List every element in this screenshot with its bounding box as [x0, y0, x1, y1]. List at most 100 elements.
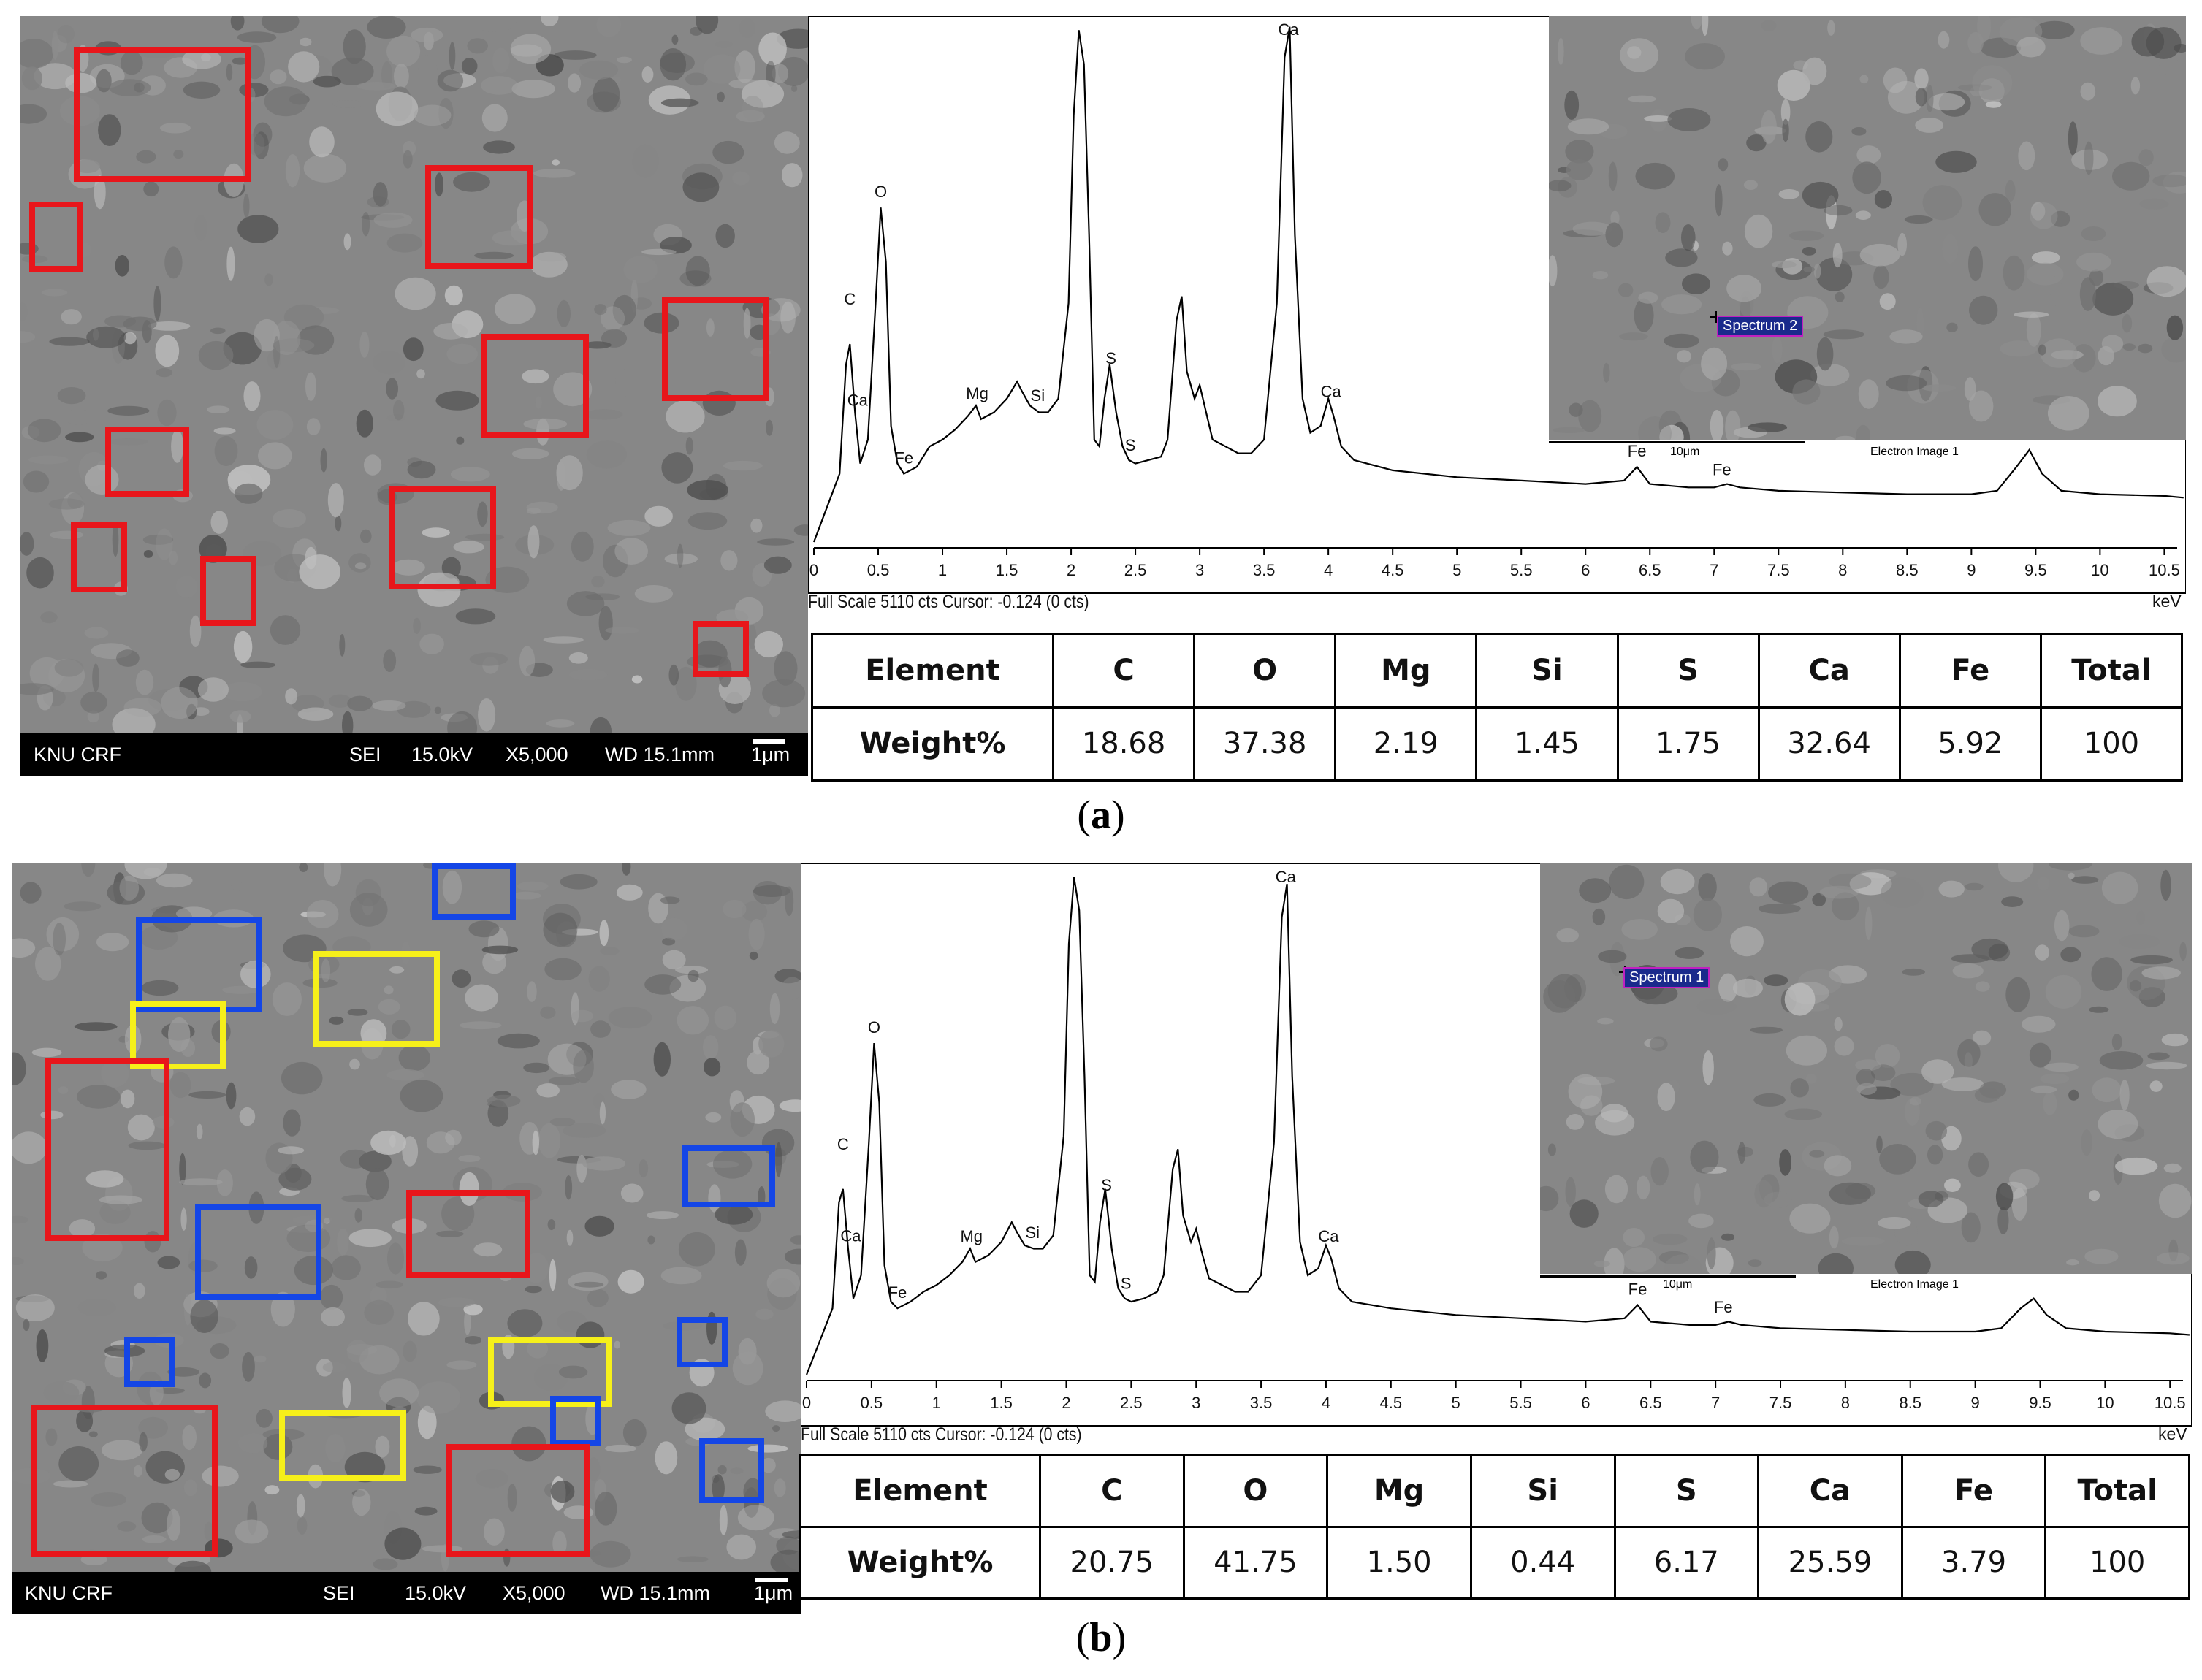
texture-grain — [549, 1259, 557, 1291]
texture-grain — [1556, 928, 1579, 943]
x-tick-label: 8.5 — [1899, 1394, 1921, 1412]
highlight-box — [389, 485, 496, 590]
texture-grain — [453, 541, 484, 554]
texture-grain — [1549, 255, 1558, 287]
texture-grain — [2030, 202, 2058, 229]
texture-grain — [240, 661, 276, 668]
highlight-box — [693, 620, 750, 677]
composition-table: Element C O Mg Si S Ca Fe Total Weight% … — [811, 633, 2184, 782]
texture-grain — [2066, 1259, 2079, 1266]
texture-grain — [1618, 283, 1634, 297]
texture-grain — [677, 1006, 709, 1035]
texture-grain — [216, 1169, 233, 1196]
sem-voltage: 15.0kV — [411, 744, 473, 765]
texture-grain — [86, 326, 126, 348]
texture-grain — [1698, 873, 1717, 902]
texture-grain — [15, 1294, 55, 1321]
sem-texture — [20, 16, 808, 733]
texture-grain — [258, 442, 292, 470]
texture-grain — [305, 372, 316, 401]
texture-grain — [524, 1253, 549, 1283]
texture-grain — [742, 95, 763, 121]
texture-grain — [608, 1007, 652, 1029]
texture-grain — [2112, 161, 2150, 191]
texture-grain — [1667, 108, 1711, 131]
texture-grain — [272, 982, 302, 1016]
texture-grain — [703, 54, 741, 84]
x-tick-label: 5.5 — [1509, 1394, 1532, 1412]
texture-grain — [273, 509, 306, 528]
texture-grain — [1701, 1167, 1727, 1174]
texture-grain — [85, 1170, 124, 1188]
texture-grain — [446, 1360, 477, 1370]
texture-grain — [1628, 95, 1656, 103]
texture-grain — [2119, 934, 2160, 949]
texture-grain — [367, 16, 406, 39]
texture-grain — [2179, 942, 2187, 961]
texture-grain — [1852, 161, 1881, 194]
sem-lab: KNU CRF — [34, 744, 121, 765]
table-header-cell: C — [1039, 1454, 1185, 1528]
sem-scale-label: 1μm — [751, 744, 790, 765]
texture-grain — [360, 529, 372, 543]
texture-grain — [199, 1372, 212, 1389]
texture-grain — [64, 901, 102, 912]
x-tick-label: 0.5 — [867, 561, 890, 579]
texture-grain — [715, 1204, 753, 1225]
texture-grain — [1914, 68, 1929, 90]
texture-grain — [285, 154, 300, 188]
texture-grain — [631, 675, 643, 684]
texture-grain — [1676, 350, 1692, 363]
texture-grain — [46, 917, 80, 952]
sem-magnification: X5,000 — [503, 1582, 565, 1604]
texture-grain — [226, 63, 233, 81]
texture-grain — [261, 16, 300, 34]
texture-grain — [1964, 1052, 1973, 1070]
texture-grain — [12, 1215, 29, 1224]
texture-grain — [2122, 313, 2133, 333]
texture-grain — [593, 77, 620, 112]
texture-grain — [12, 1257, 24, 1265]
texture-grain — [322, 1362, 346, 1373]
x-tick-label: 0 — [809, 561, 818, 579]
texture-grain — [536, 1083, 560, 1098]
texture-grain — [527, 1339, 549, 1359]
texture-grain — [2098, 386, 2137, 417]
texture-grain — [339, 634, 346, 657]
highlight-box — [313, 950, 441, 1047]
texture-grain — [675, 666, 697, 701]
sem-scale-label: 1μm — [754, 1582, 793, 1604]
table-header-cell: C — [1051, 633, 1196, 709]
table-cell: 41.75 — [1182, 1525, 1329, 1600]
texture-grain — [2091, 957, 2122, 991]
texture-grain — [107, 405, 150, 416]
texture-grain — [270, 615, 301, 645]
texture-grain — [296, 1494, 305, 1518]
texture-grain — [84, 627, 109, 639]
texture-grain — [2035, 20, 2075, 39]
texture-grain — [1789, 1203, 1831, 1234]
texture-grain — [435, 390, 479, 411]
texture-grain — [646, 1211, 679, 1220]
texture-grain — [1792, 379, 1821, 405]
texture-grain — [732, 171, 750, 186]
texture-grain — [1682, 273, 1710, 295]
texture-grain — [1952, 963, 1984, 979]
texture-grain — [331, 57, 374, 85]
texture-grain — [2119, 1080, 2130, 1110]
texture-grain — [754, 630, 783, 658]
texture-grain — [615, 369, 630, 397]
texture-grain — [1859, 75, 1869, 84]
texture-grain — [121, 1089, 135, 1109]
texture-grain — [600, 947, 620, 955]
highlight-box — [481, 334, 589, 438]
table-header-cell: Element — [811, 633, 1054, 709]
texture-grain — [766, 1269, 801, 1298]
texture-grain — [283, 304, 324, 330]
texture-grain — [407, 460, 436, 479]
texture-grain — [1824, 1155, 1852, 1177]
texture-grain — [278, 1146, 305, 1155]
texture-grain — [1750, 1026, 1783, 1034]
table-cell: 18.68 — [1051, 706, 1196, 782]
x-tick-label: 1 — [938, 561, 947, 579]
